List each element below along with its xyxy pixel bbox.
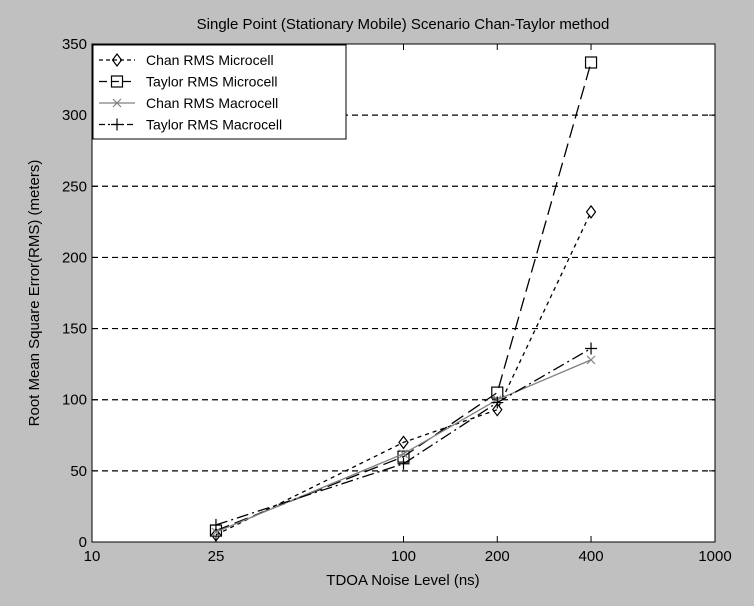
y-axis-label: Root Mean Square Error(RMS) (meters) [26,160,43,427]
data-point-diamond [492,402,503,417]
y-tick-label: 0 [79,534,87,551]
data-point-plus [585,342,598,355]
y-tick-label: 100 [62,392,87,409]
data-point-square [110,75,124,88]
x-tick-label: 1000 [698,548,731,565]
data-point-diamond [111,53,123,67]
data-point-x [399,449,408,459]
y-tick-label: 200 [62,249,87,266]
data-point-x [211,527,221,537]
legend-label: Chan RMS Macrocell [146,95,278,111]
x-tick-label: 10 [84,548,101,565]
series-4 [209,342,598,531]
series-line [215,359,592,533]
series-line [215,62,592,532]
y-tick-label: 50 [70,463,87,480]
legend-label: Taylor RMS Macrocell [146,117,282,133]
series-3 [211,355,596,537]
data-point-diamond [585,204,597,219]
legend: Chan RMS Microcell Taylor RMS Microcell Ch… [92,44,347,140]
x-tick-label: 25 [208,548,225,565]
series-layer [209,56,598,542]
data-point-plus [397,457,410,470]
series-line [215,347,592,526]
legend-label: Chan RMS Microcell [146,52,274,68]
data-point-x [586,355,596,365]
chart-title: Single Point (Stationary Mobile) Scenari… [197,16,610,33]
data-point-x [112,98,122,108]
y-tick-label: 350 [62,36,87,53]
y-tick-label: 150 [62,321,87,338]
x-tick-label: 400 [579,548,604,565]
data-point-diamond [398,435,409,450]
data-point-plus [209,518,222,531]
x-tick-label: 200 [485,548,510,565]
data-point-plus [491,396,504,409]
legend-label: Taylor RMS Microcell [146,74,277,90]
x-axis-label: TDOA Noise Level (ns) [326,572,479,589]
legend-box [92,44,347,140]
axes: 0 50 100 150 200 250 300 350 10 25 100 200 400 1000 [62,36,732,565]
data-point-diamond [210,527,222,542]
y-tick-label: 300 [62,107,87,124]
data-point-plus [111,118,123,131]
data-point-square [584,56,598,69]
x-tick-label: 100 [391,548,416,565]
y-tick-label: 250 [62,178,87,195]
